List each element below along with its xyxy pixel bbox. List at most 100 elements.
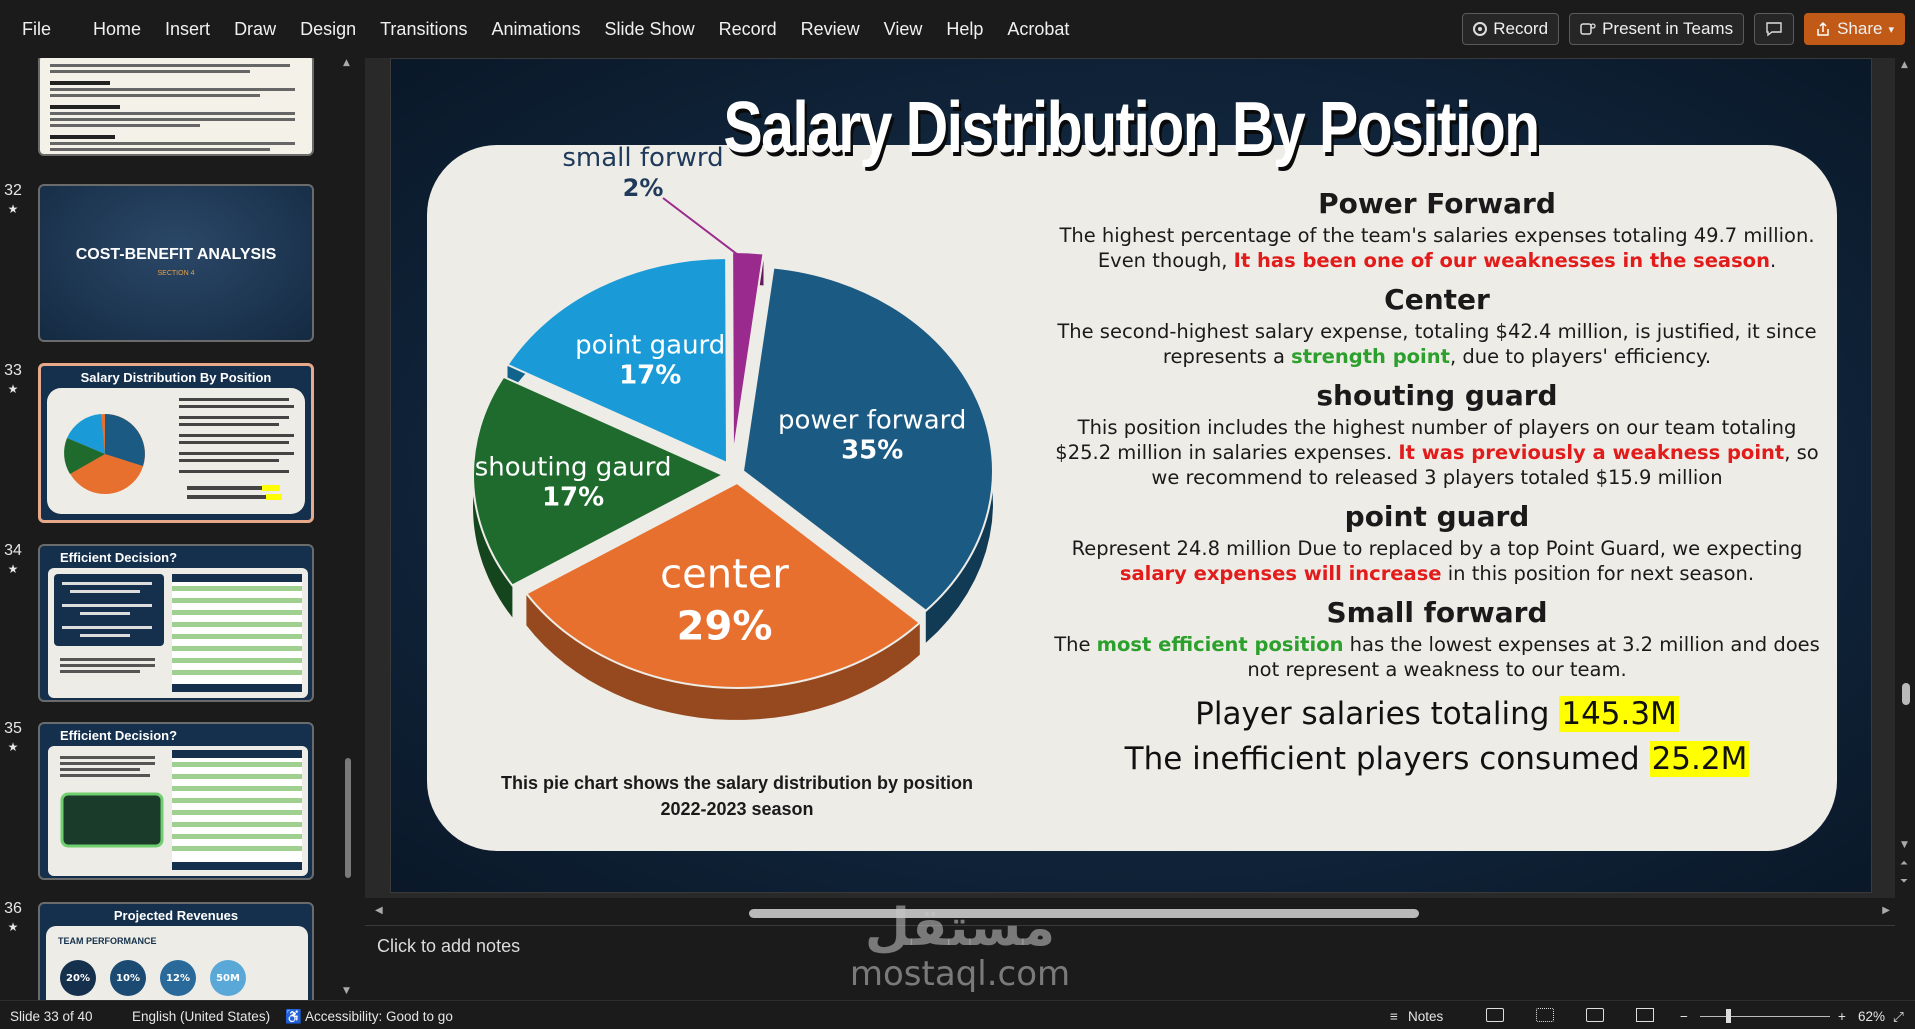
chart-caption-line2: 2022-2023 season [660,799,814,819]
slide-number-35: 35 ★ [4,720,22,754]
watermark-latin: mostaql.com [849,954,1071,994]
horizontal-scroll-thumb[interactable] [749,909,1419,918]
slide-sorter-icon[interactable] [1536,1008,1554,1022]
inefficient-players-line: The inefficient players consumed 25.2M [1052,737,1822,782]
menu-record[interactable]: Record [718,18,777,39]
menu-transitions[interactable]: Transitions [380,18,468,39]
pie-percentage-label: 17% [542,482,604,512]
thumb-32-title: COST-BENEFIT ANALYSIS [75,246,277,263]
analysis-text-block: Power Forward The highest percentage of … [1052,187,1822,782]
thumb-33-card [47,388,305,514]
menu-slide-show[interactable]: Slide Show [604,18,695,39]
comment-icon [1766,22,1782,37]
slide-horizontal-scrollbar[interactable]: ◀ ▶ [375,905,1890,919]
language-indicator[interactable]: English (United States) [132,1009,271,1024]
thumbnail-scrollbar[interactable]: ▲ ▼ [343,58,353,1000]
scroll-up-icon[interactable]: ▲ [1901,60,1908,70]
menu-review[interactable]: Review [800,18,860,39]
slide-thumbnail-pane: 32 ★ COST-BENEFIT ANALYSIS SECTION 4 33 ★ … [0,58,356,1000]
zoom-level[interactable]: 62% [1858,1009,1886,1024]
point-guard-text: Represent 24.8 million Due to replaced b… [1052,536,1822,586]
slide-scroll-thumb[interactable] [1902,683,1910,705]
shouting-guard-text: This position includes the highest numbe… [1052,415,1822,490]
pie-slice-shouting-gaurd [472,375,726,587]
c-text-part: The second-highest salary expense, total… [1057,320,1817,368]
record-button[interactable]: Record [1462,13,1560,45]
pie-category-label: small forwrd [562,145,723,173]
comments-button[interactable] [1754,13,1795,45]
menu-insert[interactable]: Insert [165,18,211,39]
point-guard-heading: point guard [1344,500,1530,533]
watermark: مستقل mostaql.com [840,900,1080,992]
notes-pane[interactable]: Click to add notes [365,925,1895,1000]
slide-thumbnail-35[interactable]: Efficient Decision? [38,722,314,880]
slide-thumbnail-34[interactable]: Efficient Decision? [38,544,314,702]
fit-to-window-icon[interactable]: ⤢ [1893,1009,1904,1024]
share-button-label: Share [1837,19,1883,38]
menu-acrobat[interactable]: Acrobat [1007,18,1070,39]
menu-view[interactable]: View [883,18,923,39]
slide-show-icon[interactable] [1636,1008,1654,1022]
present-button-label: Present in Teams [1602,19,1734,38]
ribbon-menu-bar: File Home Insert Draw Design Transitions… [0,0,1915,58]
total-salaries-line: Player salaries totaling 145.3M [1052,692,1822,737]
thumb-33-pie [64,398,294,500]
previous-slide-icon[interactable]: ⏶ [1900,858,1908,869]
menu-file[interactable]: File [22,18,52,39]
slide-canvas[interactable]: power forward 35% center 29% shouting gaurd 1… [390,58,1872,893]
circle-stat: 10% [110,960,146,996]
normal-view-icon[interactable] [1486,1008,1504,1022]
chevron-down-icon: ▾ [1888,23,1894,36]
share-button[interactable]: Share ▾ [1804,13,1905,45]
slide-title: Salary Distribution By Position [723,88,1540,168]
slide-thumbnail-32[interactable]: COST-BENEFIT ANALYSIS SECTION 4 [38,184,314,342]
circle-stat: 20% [60,960,96,996]
shouting-guard-heading: shouting guard [1316,379,1558,412]
menu-help[interactable]: Help [946,18,984,39]
scroll-left-icon[interactable]: ◀ [375,905,383,916]
zoom-slider[interactable] [1700,1016,1830,1017]
slide-number-34: 34 ★ [4,542,22,576]
reading-view-icon[interactable] [1586,1008,1604,1022]
slide-number-33: 33 ★ [4,362,22,396]
pg-text-part: Represent 24.8 million Due to replaced b… [1071,537,1803,560]
zoom-slider-handle[interactable] [1726,1009,1731,1023]
notes-toggle[interactable]: Notes [1408,1009,1444,1024]
pie-category-label: power forward [778,405,966,435]
center-heading: Center [1384,283,1490,316]
scroll-down-icon[interactable]: ▼ [1901,840,1908,850]
notes-placeholder[interactable]: Click to add notes [377,936,521,956]
menu-draw[interactable]: Draw [234,18,277,39]
thumb-35-title: Efficient Decision? [60,728,178,743]
menu-design[interactable]: Design [300,18,357,39]
sg-text-end: , so we recommend to released 3 players … [1151,441,1819,489]
text-slide-preview [50,64,295,151]
scroll-right-icon[interactable]: ▶ [1882,905,1890,916]
scroll-down-icon[interactable]: ▼ [343,986,350,996]
present-in-teams-button[interactable]: Present in Teams [1569,13,1745,45]
pie-percentage-label: 29% [677,603,773,649]
sg-text-part: This position includes the highest numbe… [1055,416,1797,464]
thumb-36-subtitle: TEAM PERFORMANCE [58,936,157,946]
accessibility-status[interactable]: Accessibility: Good to go [305,1009,453,1024]
menu-home[interactable]: Home [93,18,142,39]
circle-stat: 12% [160,960,196,996]
accessibility-icon[interactable]: ♿ [285,1009,302,1024]
thumbnail-scroll-thumb[interactable] [345,758,351,878]
scroll-up-icon[interactable]: ▲ [343,58,350,68]
menu-animations[interactable]: Animations [491,18,581,39]
inefficient-players-label: The inefficient players consumed [1124,741,1650,777]
sf-text-part: The [1054,633,1097,656]
zoom-in-icon[interactable]: + [1838,1009,1846,1024]
thumb-33-title: Salary Distribution By Position [80,370,272,385]
zoom-out-icon[interactable]: − [1680,1009,1688,1024]
notes-icon: ≡ [1390,1009,1398,1024]
slide-thumbnail-31[interactable] [38,58,314,156]
slide-thumbnail-33[interactable]: Salary Distribution By Position [38,363,314,523]
next-slide-icon[interactable]: ⏷ [1900,876,1908,887]
slide-thumbnail-36[interactable]: Projected Revenues TEAM PERFORMANCE 20% … [38,902,314,1000]
c-text-end: , due to players' efficiency. [1449,345,1712,368]
slide-vertical-scrollbar[interactable]: ▲ ▼ ⏶ ⏷ [1897,58,1915,900]
center-text: The second-highest salary expense, total… [1052,319,1822,369]
